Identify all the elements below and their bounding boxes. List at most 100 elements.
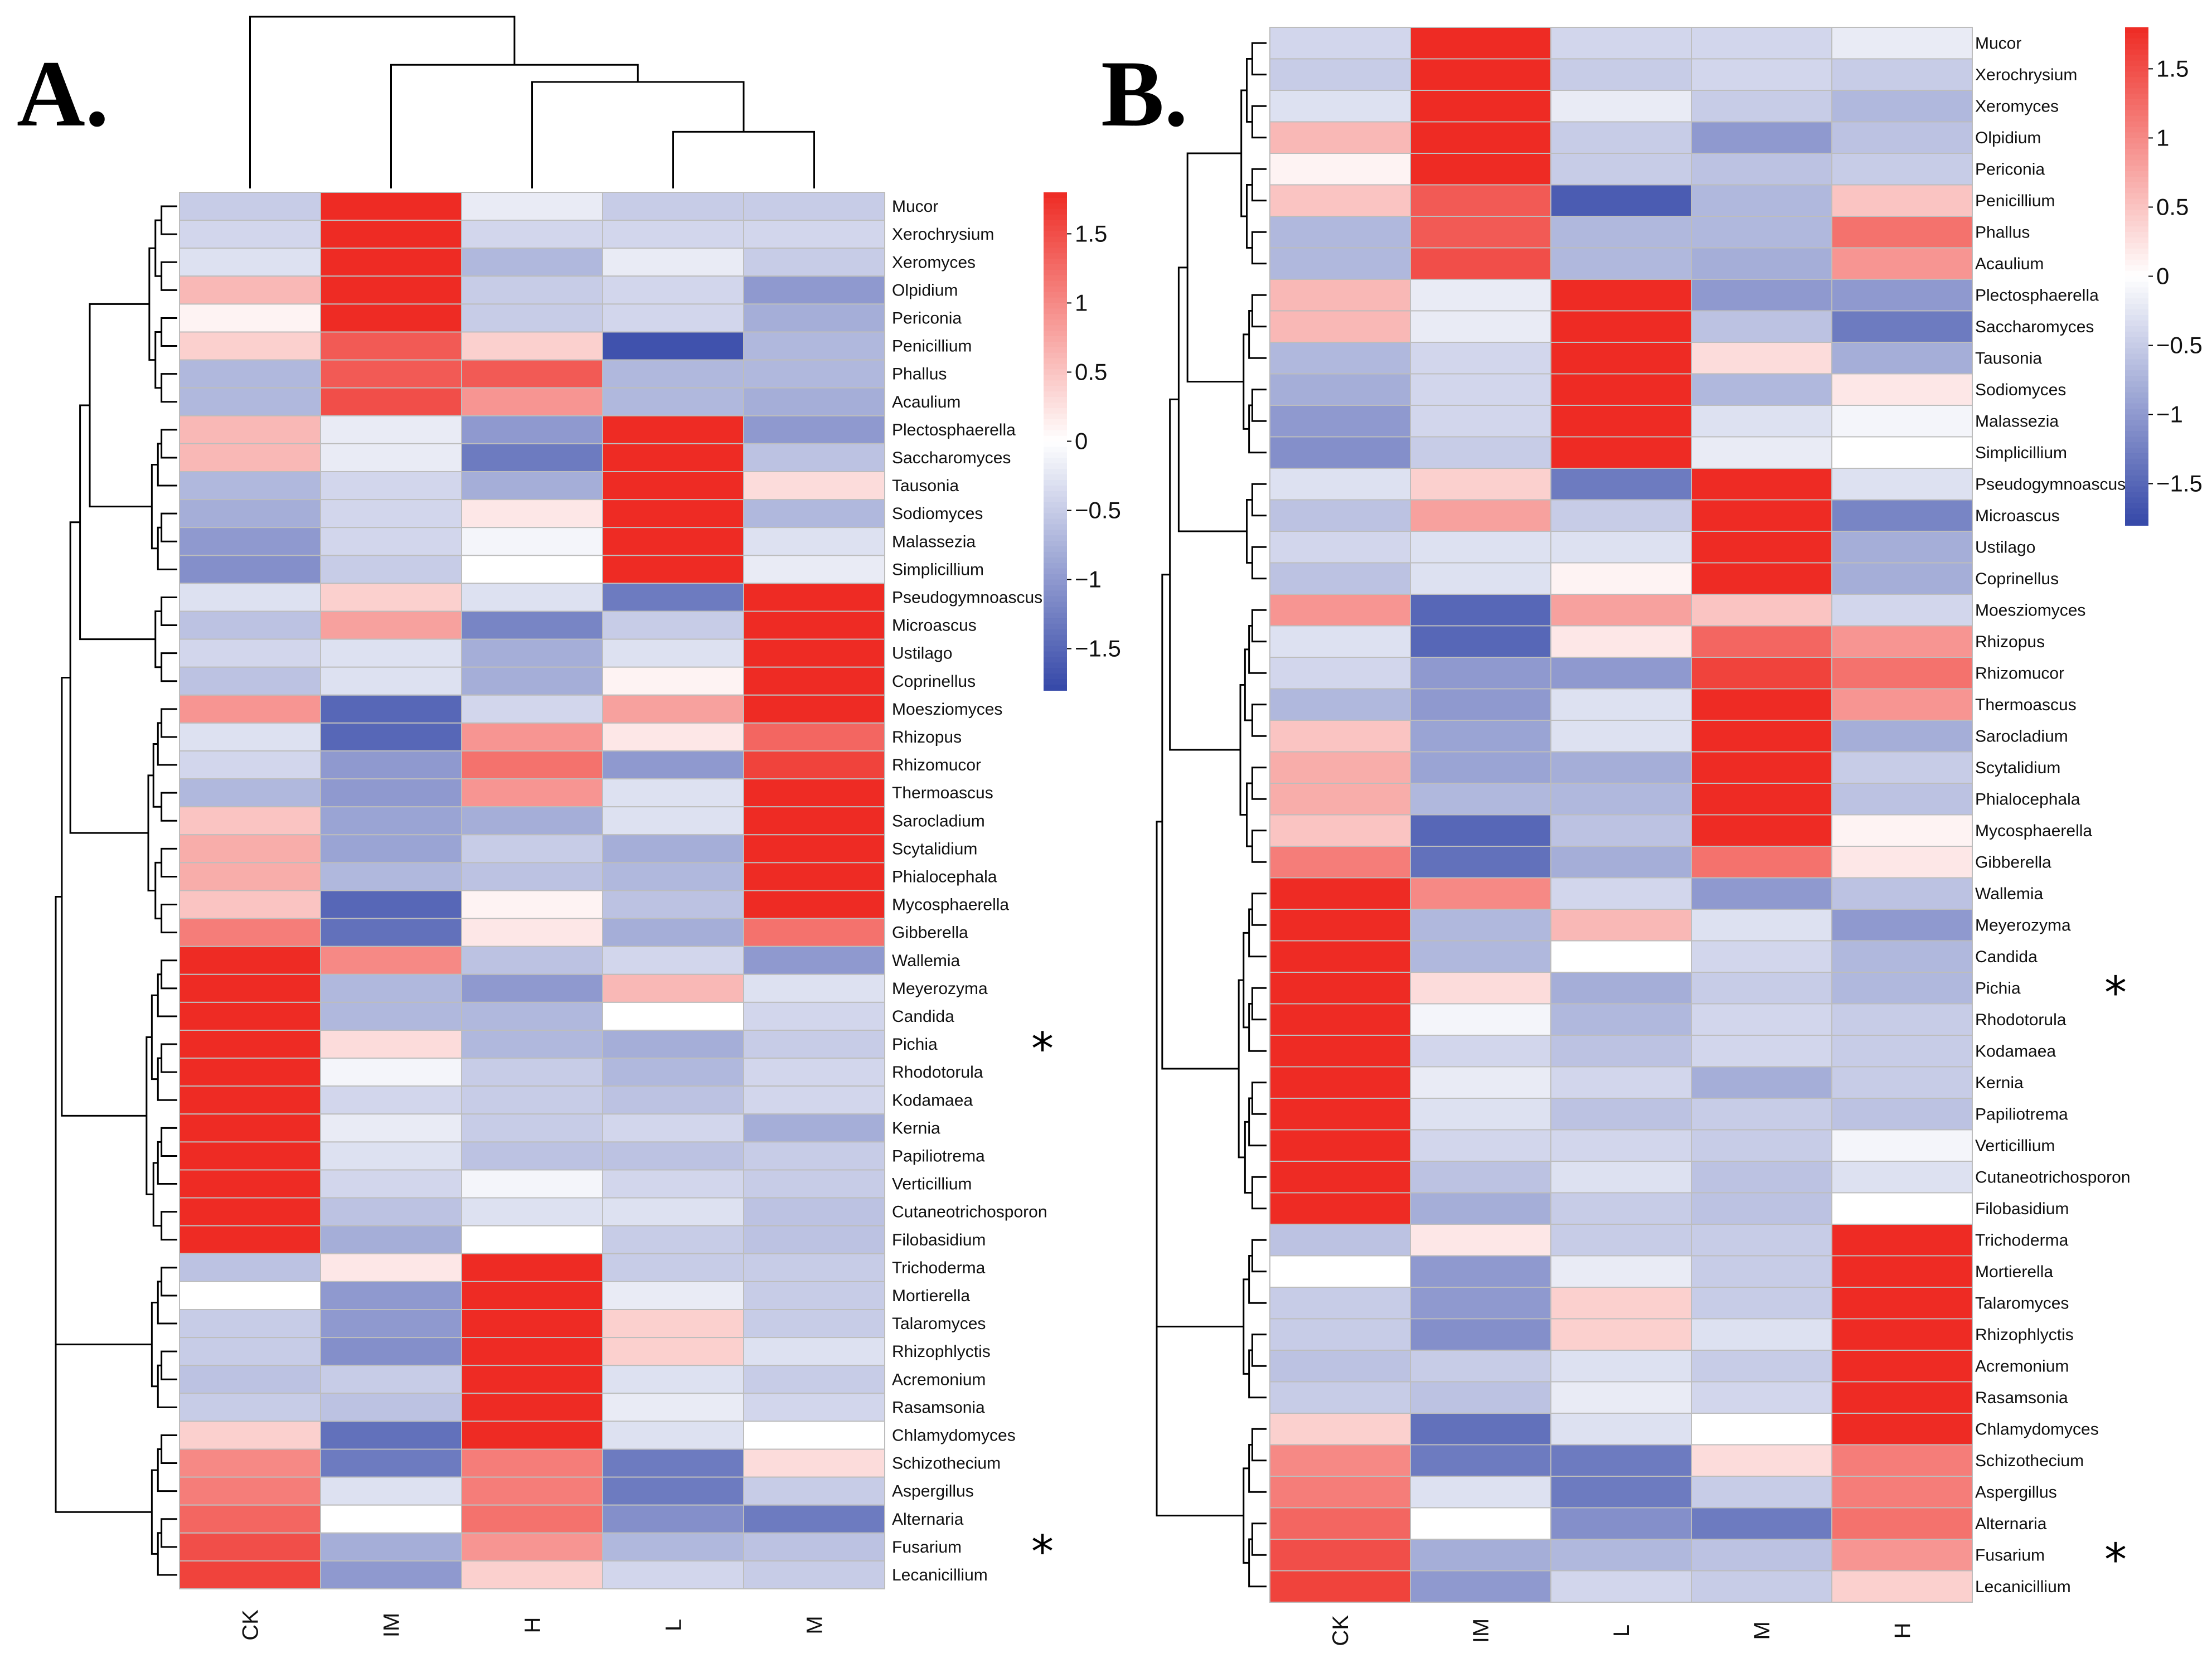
heatmap-cell: [179, 862, 321, 891]
colorbar-segment: [1044, 673, 1067, 680]
heatmap-cell: [461, 1141, 603, 1171]
colorbar-segment: [2125, 27, 2148, 33]
colorbar-segment: [2125, 353, 2148, 360]
heatmap-cell: [1269, 1507, 1411, 1540]
colorbar-segment: [1044, 297, 1067, 304]
heatmap-cell: [461, 1337, 603, 1366]
heatmap-cell: [1410, 310, 1551, 343]
colorbar-segment: [1044, 662, 1067, 669]
heatmap-cell: [1831, 153, 1973, 186]
colorbar-segment: [1044, 640, 1067, 647]
heatmap-cell: [179, 918, 321, 947]
colorbar-segment: [1044, 602, 1067, 608]
heatmap-cell: [1691, 940, 1832, 973]
row-label: Cutaneotrichosporon: [1975, 1168, 2131, 1186]
colorbar-segment: [2125, 60, 2148, 67]
colorbar-segment: [2125, 83, 2148, 89]
heatmap-cell: [602, 527, 744, 556]
row-label: Xeromyces: [1975, 97, 2059, 115]
heatmap-cell: [320, 359, 462, 389]
heatmap-cell: [1691, 468, 1832, 501]
heatmap-cell: [461, 443, 603, 473]
colorbar-tick-label: −1: [1075, 566, 1102, 593]
heatmap-cell: [743, 778, 885, 808]
row-label: Candida: [1975, 948, 2038, 966]
row-label: Filobasidium: [1975, 1200, 2069, 1218]
heatmap-cell: [1269, 373, 1411, 406]
panel-a-row-labels: Mucor Xerochrysium Xeromyces Olpidium Perico…: [892, 197, 1047, 1584]
heatmap-cell: [602, 1476, 744, 1506]
heatmap-cell: [1410, 1035, 1551, 1068]
heatmap-cell: [1550, 783, 1692, 816]
panel-a-heatmap-cells: [179, 192, 885, 1589]
colorbar-segment: [1044, 535, 1067, 542]
heatmap-cell: [602, 973, 744, 1003]
heatmap-cell: [461, 583, 603, 612]
row-label: Fusarium: [1975, 1546, 2045, 1564]
colorbar-segment: [2125, 132, 2148, 139]
colorbar-segment: [2125, 425, 2148, 432]
heatmap-cell: [1269, 625, 1411, 658]
heatmap-cell: [461, 722, 603, 752]
heatmap-cell: [743, 443, 885, 473]
heatmap-cell: [743, 834, 885, 864]
heatmap-cell: [320, 1085, 462, 1115]
heatmap-cell: [461, 1365, 603, 1394]
heatmap-cell: [602, 443, 744, 473]
heatmap-cell: [320, 192, 462, 221]
colorbar-segment: [1044, 391, 1067, 398]
heatmap-cell: [1831, 1129, 1973, 1162]
heatmap-cell: [1410, 27, 1551, 60]
colorbar-segment: [2125, 331, 2148, 338]
colorbar-segment: [2125, 320, 2148, 327]
colorbar-segment: [2125, 166, 2148, 172]
heatmap-cell: [743, 1197, 885, 1226]
colorbar-segment: [2125, 326, 2148, 332]
heatmap-cell: [602, 1085, 744, 1115]
row-label: Sarocladium: [1975, 727, 2068, 745]
row-label: Malassezia: [1975, 412, 2059, 430]
colorbar-segment: [1044, 491, 1067, 497]
colorbar-segment: [1044, 369, 1067, 376]
colorbar-segment: [1044, 347, 1067, 353]
colorbar-segment: [2125, 270, 2148, 277]
colorbar-segment: [2125, 110, 2148, 117]
heatmap-cell: [1550, 216, 1692, 249]
heatmap-cell: [461, 1030, 603, 1059]
heatmap-cell: [1269, 342, 1411, 375]
heatmap-cell: [1269, 1350, 1411, 1383]
row-label: Xerochrysium: [892, 225, 994, 244]
colorbar-segment: [2125, 171, 2148, 177]
heatmap-cell: [1410, 1224, 1551, 1257]
row-label: Wallemia: [1975, 885, 2044, 903]
heatmap-cell: [1831, 1255, 1973, 1288]
heatmap-cell: [1831, 1507, 1973, 1540]
heatmap-cell: [1831, 909, 1973, 942]
heatmap-cell: [1410, 1161, 1551, 1194]
colorbar-segment: [2125, 304, 2148, 311]
heatmap-cell: [602, 387, 744, 416]
heatmap-cell: [1410, 279, 1551, 312]
heatmap-cell: [1691, 279, 1832, 312]
heatmap-cell: [1410, 342, 1551, 375]
heatmap-cell: [1410, 940, 1551, 973]
significance-star: *: [2104, 1534, 2127, 1585]
colorbar-tick-label: −1.5: [2156, 471, 2203, 497]
colorbar-segment: [1044, 336, 1067, 342]
row-label: Olpidium: [1975, 129, 2041, 147]
row-label: Cutaneotrichosporon: [892, 1203, 1047, 1221]
heatmap-cell: [179, 1448, 321, 1478]
heatmap-cell: [602, 220, 744, 249]
heatmap-cell: [1550, 909, 1692, 942]
heatmap-cell: [1410, 468, 1551, 501]
heatmap-cell: [1550, 688, 1692, 721]
heatmap-cell: [1410, 1255, 1551, 1288]
colorbar-segment: [2125, 154, 2148, 161]
heatmap-cell: [1831, 877, 1973, 910]
heatmap-cell: [1550, 1255, 1692, 1288]
heatmap-cell: [1691, 625, 1832, 658]
colorbar-tick-label: 0: [1075, 428, 1088, 454]
heatmap-cell: [743, 1225, 885, 1254]
heatmap-cell: [1550, 1570, 1692, 1603]
heatmap-cell: [179, 331, 321, 361]
